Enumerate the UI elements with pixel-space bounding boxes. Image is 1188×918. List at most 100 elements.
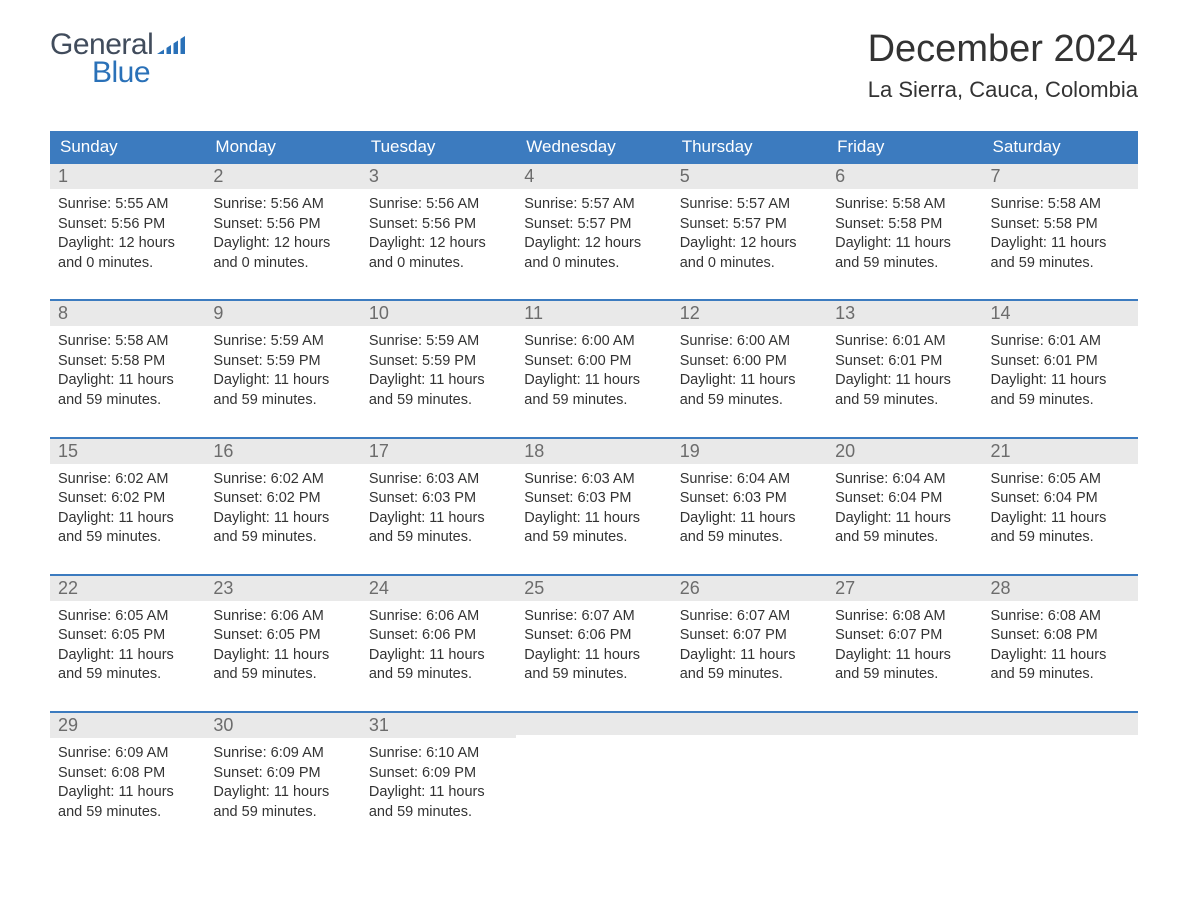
calendar-day: 8 Sunrise: 5:58 AMSunset: 5:58 PMDaylight… <box>50 301 205 412</box>
day-number: 30 <box>213 715 233 735</box>
day-content: Sunrise: 6:02 AMSunset: 6:02 PMDaylight:… <box>50 464 205 550</box>
calendar-day: 15 Sunrise: 6:02 AMSunset: 6:02 PMDayligh… <box>50 439 205 550</box>
day-number: 8 <box>58 303 68 323</box>
day-content: Sunrise: 6:00 AMSunset: 6:00 PMDaylight:… <box>672 326 827 412</box>
daylight-line1: Daylight: 11 hours <box>58 783 197 803</box>
daylight-line1: Daylight: 11 hours <box>213 783 352 803</box>
daynum-bar-empty <box>827 713 982 735</box>
sunset: Sunset: 6:02 PM <box>58 489 197 509</box>
sunrise: Sunrise: 6:00 AM <box>524 332 663 352</box>
day-content: Sunrise: 5:55 AMSunset: 5:56 PMDaylight:… <box>50 189 205 275</box>
daylight-line1: Daylight: 11 hours <box>991 234 1130 254</box>
sunset: Sunset: 6:09 PM <box>369 764 508 784</box>
daylight-line1: Daylight: 12 hours <box>680 234 819 254</box>
daynum-bar: 4 <box>516 164 671 189</box>
daynum-bar: 16 <box>205 439 360 464</box>
sunrise: Sunrise: 6:03 AM <box>369 470 508 490</box>
calendar-day: 6Sunrise: 5:58 AMSunset: 5:58 PMDaylight… <box>827 164 982 275</box>
daylight-line2: and 0 minutes. <box>213 254 352 274</box>
daylight-line2: and 59 minutes. <box>524 391 663 411</box>
calendar-week: 22Sunrise: 6:05 AMSunset: 6:05 PMDayligh… <box>50 574 1138 687</box>
calendar-day: 30Sunrise: 6:09 AMSunset: 6:09 PMDayligh… <box>205 713 360 824</box>
daynum-bar: 13 <box>827 301 982 326</box>
day-content: Sunrise: 5:56 AMSunset: 5:56 PMDaylight:… <box>361 189 516 275</box>
daylight-line1: Daylight: 11 hours <box>680 371 819 391</box>
day-number: 4 <box>524 166 534 186</box>
day-number: 25 <box>524 578 544 598</box>
sunset: Sunset: 6:03 PM <box>524 489 663 509</box>
weekday-header: Monday <box>205 131 360 164</box>
day-content: Sunrise: 5:56 AMSunset: 5:56 PMDaylight:… <box>205 189 360 275</box>
sunset: Sunset: 6:04 PM <box>991 489 1130 509</box>
day-number: 15 <box>58 441 78 461</box>
sunset: Sunset: 6:09 PM <box>213 764 352 784</box>
daylight-line1: Daylight: 11 hours <box>524 509 663 529</box>
day-number: 29 <box>58 715 78 735</box>
daylight-line1: Daylight: 11 hours <box>835 646 974 666</box>
sunset: Sunset: 5:58 PM <box>835 215 974 235</box>
daylight-line1: Daylight: 11 hours <box>213 646 352 666</box>
day-number: 31 <box>369 715 389 735</box>
day-content: Sunrise: 5:58 AMSunset: 5:58 PMDaylight:… <box>50 326 205 412</box>
sunset: Sunset: 5:59 PM <box>213 352 352 372</box>
day-content: Sunrise: 6:07 AMSunset: 6:06 PMDaylight:… <box>516 601 671 687</box>
daylight-line2: and 0 minutes. <box>58 254 197 274</box>
sunset: Sunset: 6:07 PM <box>835 626 974 646</box>
daylight-line2: and 59 minutes. <box>991 391 1130 411</box>
daylight-line2: and 59 minutes. <box>213 528 352 548</box>
daynum-bar: 7 <box>983 164 1138 189</box>
day-number: 5 <box>680 166 690 186</box>
daylight-line1: Daylight: 11 hours <box>369 783 508 803</box>
daylight-line2: and 59 minutes. <box>213 803 352 823</box>
daylight-line1: Daylight: 11 hours <box>58 509 197 529</box>
daylight-line2: and 59 minutes. <box>58 665 197 685</box>
sunset: Sunset: 6:08 PM <box>991 626 1130 646</box>
daylight-line1: Daylight: 11 hours <box>369 371 508 391</box>
daylight-line2: and 0 minutes. <box>680 254 819 274</box>
sunrise: Sunrise: 5:56 AM <box>369 195 508 215</box>
sunrise: Sunrise: 5:55 AM <box>58 195 197 215</box>
sunrise: Sunrise: 6:05 AM <box>991 470 1130 490</box>
daynum-bar: 29 <box>50 713 205 738</box>
calendar-day: 13Sunrise: 6:01 AMSunset: 6:01 PMDayligh… <box>827 301 982 412</box>
sunrise: Sunrise: 6:04 AM <box>835 470 974 490</box>
daylight-line1: Daylight: 11 hours <box>213 509 352 529</box>
daylight-line1: Daylight: 11 hours <box>835 371 974 391</box>
day-number: 23 <box>213 578 233 598</box>
daylight-line2: and 59 minutes. <box>680 391 819 411</box>
daylight-line1: Daylight: 11 hours <box>991 646 1130 666</box>
day-content: Sunrise: 6:01 AMSunset: 6:01 PMDaylight:… <box>983 326 1138 412</box>
daylight-line1: Daylight: 11 hours <box>835 234 974 254</box>
daylight-line2: and 59 minutes. <box>524 665 663 685</box>
sunset: Sunset: 6:07 PM <box>680 626 819 646</box>
daylight-line2: and 59 minutes. <box>991 665 1130 685</box>
daynum-bar: 9 <box>205 301 360 326</box>
day-content: Sunrise: 5:59 AMSunset: 5:59 PMDaylight:… <box>361 326 516 412</box>
day-number: 10 <box>369 303 389 323</box>
day-content: Sunrise: 6:04 AMSunset: 6:03 PMDaylight:… <box>672 464 827 550</box>
sunrise: Sunrise: 6:04 AM <box>680 470 819 490</box>
sunrise: Sunrise: 6:07 AM <box>524 607 663 627</box>
daylight-line2: and 59 minutes. <box>58 528 197 548</box>
day-content: Sunrise: 6:09 AMSunset: 6:08 PMDaylight:… <box>50 738 205 824</box>
calendar-week: 8 Sunrise: 5:58 AMSunset: 5:58 PMDaylight… <box>50 299 1138 412</box>
day-content: Sunrise: 6:04 AMSunset: 6:04 PMDaylight:… <box>827 464 982 550</box>
sunset: Sunset: 6:05 PM <box>213 626 352 646</box>
daylight-line1: Daylight: 11 hours <box>369 509 508 529</box>
day-content: Sunrise: 6:03 AMSunset: 6:03 PMDaylight:… <box>361 464 516 550</box>
daylight-line2: and 59 minutes. <box>369 391 508 411</box>
sunrise: Sunrise: 6:05 AM <box>58 607 197 627</box>
sunset: Sunset: 5:58 PM <box>58 352 197 372</box>
weekday-header: Thursday <box>672 131 827 164</box>
daynum-bar: 20 <box>827 439 982 464</box>
calendar-day: 10 Sunrise: 5:59 AMSunset: 5:59 PMDayligh… <box>361 301 516 412</box>
daylight-line1: Daylight: 11 hours <box>524 371 663 391</box>
daylight-line2: and 59 minutes. <box>369 665 508 685</box>
day-content: Sunrise: 6:06 AMSunset: 6:06 PMDaylight:… <box>361 601 516 687</box>
calendar-day: 3Sunrise: 5:56 AMSunset: 5:56 PMDaylight… <box>361 164 516 275</box>
daynum-bar: 21 <box>983 439 1138 464</box>
location: La Sierra, Cauca, Colombia <box>868 77 1138 103</box>
titles: December 2024 La Sierra, Cauca, Colombia <box>868 28 1138 103</box>
calendar-day: 21Sunrise: 6:05 AMSunset: 6:04 PMDayligh… <box>983 439 1138 550</box>
day-content: Sunrise: 5:58 AMSunset: 5:58 PMDaylight:… <box>983 189 1138 275</box>
